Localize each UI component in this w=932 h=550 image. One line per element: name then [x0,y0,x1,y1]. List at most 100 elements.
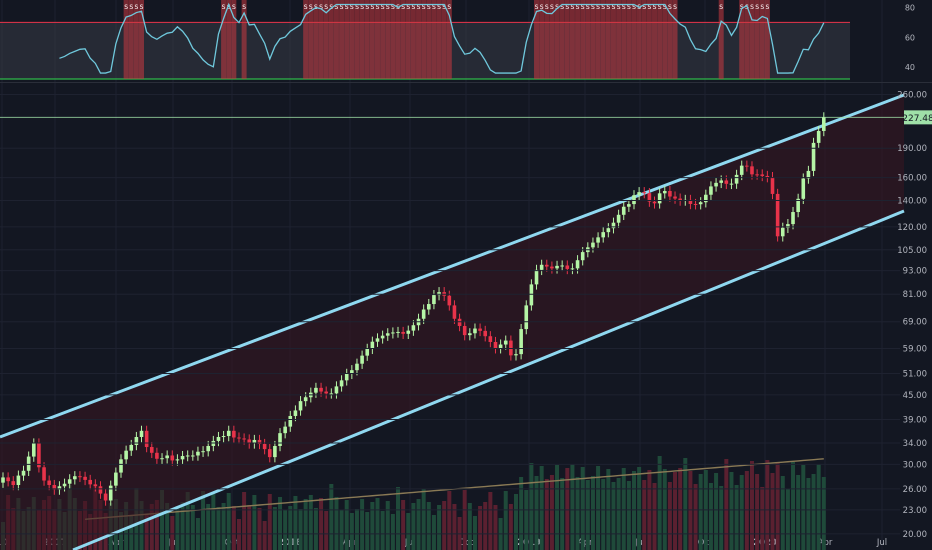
rsi-signal-marker: S [129,4,133,11]
rsi-signal-bar [323,0,329,80]
volume-bar [288,506,293,550]
rsi-signal-marker: S [350,4,354,11]
volume-bar [785,489,790,550]
last-price-label: 227.48 [902,114,932,124]
candle-body [780,227,785,237]
candle-body [606,228,611,233]
candle-body [98,486,103,494]
rsi-signal-bar [369,0,375,80]
candle-body [211,440,216,446]
volume-bar [565,468,570,550]
candle-body [288,415,293,427]
rsi-signal-marker: S [673,4,677,11]
rsi-signal-bar [662,0,668,80]
candle-body [355,363,359,371]
rsi-signal-marker: S [560,4,564,11]
rsi-signal-marker: S [442,4,446,11]
candle-body [267,449,272,458]
volume-bar [611,482,616,550]
volume-bar [544,479,549,550]
rsi-signal-marker: S [227,4,231,11]
volume-bar [313,508,318,550]
candle-body [52,484,57,490]
rsi-signal-marker: S [565,4,569,11]
volume-bar [534,476,539,550]
rsi-signal-marker: S [612,4,616,11]
volume-bar [760,487,765,550]
candle-body [662,190,667,194]
candle-body [37,443,41,468]
volume-bar [524,490,529,550]
volume-bar [570,464,575,550]
price-tick-label: 20.00 [903,530,927,540]
volume-bar [426,502,431,550]
candle-body [750,166,754,175]
rsi-signal-bar [605,0,611,80]
candle-body [534,269,539,285]
candle-body [283,426,287,434]
volume-bar [283,510,288,550]
rsi-signal-bar [333,0,339,80]
volume-bar [165,503,170,550]
candle-body [678,198,682,201]
rsi-signal-marker: S [406,4,410,11]
rsi-signal-bar [416,0,422,80]
rsi-signal-marker: S [365,4,369,11]
volume-bar [483,502,488,550]
rsi-signal-bar [354,0,360,80]
candle-body [42,467,46,481]
rsi-signal-marker: S [719,4,723,11]
rsi-signal-marker: S [401,4,405,11]
rsi-signal-bar [313,0,319,80]
rsi-signal-marker: S [545,4,549,11]
rsi-signal-marker: S [335,4,339,11]
candle-body [426,304,431,310]
rsi-signal-marker: S [381,4,385,11]
volume-bar [580,467,585,550]
price-tick-label: 120.00 [897,223,927,233]
volume-bar [129,515,134,550]
price-tick-label: 45.00 [903,391,927,401]
volume-bar [360,499,365,550]
volume-bar [657,456,662,550]
candle-body [124,450,128,460]
candle-body [509,340,513,356]
rsi-signal-bar [339,0,345,80]
volume-bar [139,501,144,550]
price-panel: 260.00 190.00 160.00 140.00 120.00 105.00 93.0… [0,90,932,550]
rsi-signal-marker: S [222,4,226,11]
rsi-signal-marker: S [411,4,415,11]
volume-bar [262,521,267,550]
candle-body [144,430,149,448]
candle-body [67,479,72,484]
rsi-signal-marker: S [571,4,575,11]
volume-bar [729,472,734,550]
volume-bar [488,492,493,550]
volume-bar [529,463,534,550]
price-tick-label: 39.00 [903,415,927,425]
candle-body [734,174,739,184]
candle-body [175,459,180,461]
candle-body [688,199,693,204]
rsi-signal-bar [744,0,750,80]
candle-body [129,444,134,451]
rsi-signal-bar [441,0,447,80]
price-tick-label: 59.00 [903,345,927,355]
rsi-signal-bar [303,0,309,80]
volume-bar [693,484,698,550]
rsi-signal-bar [395,0,401,80]
candle-body [796,198,800,213]
candle-body [806,170,811,179]
candle-body [293,410,298,416]
rsi-signal-bar [436,0,442,80]
rsi-signal-marker: S [668,4,672,11]
price-tick-label: 51.00 [903,369,927,379]
candle-body [62,483,67,487]
candle-body [755,174,759,176]
rsi-signal-bar [580,0,586,80]
volume-bar [462,490,467,550]
rsi-signal-marker: S [386,4,390,11]
rsi-signal-marker: S [540,4,544,11]
rsi-signal-bar [544,0,550,80]
candle-body [468,333,472,336]
